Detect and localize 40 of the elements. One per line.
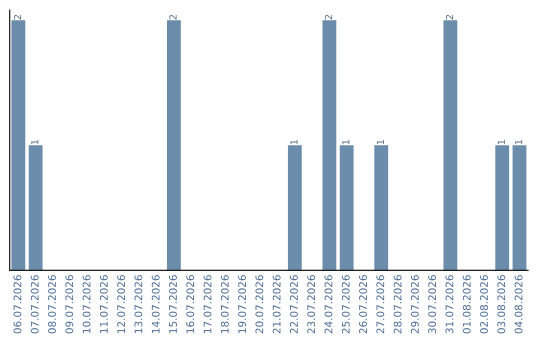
data-label: 1 <box>498 140 505 144</box>
data-label: 1 <box>290 140 298 144</box>
data-label: 1 <box>31 140 38 144</box>
x-tick-label: 14.07.2026 <box>152 275 160 333</box>
data-label: 1 <box>515 140 522 144</box>
x-tick-label: 04.08.2026 <box>514 275 522 334</box>
data-label: 1 <box>342 140 350 144</box>
data-label: 2 <box>324 14 332 20</box>
x-tick-label: 17.07.2026 <box>204 275 212 333</box>
data-label: 2 <box>446 14 454 20</box>
x-tick-label: 09.07.2026 <box>65 275 74 334</box>
x-tick-label: 06.07.2026 <box>14 275 22 334</box>
x-tick-label: 23.07.2026 <box>307 275 316 334</box>
x-tick-label: 03.08.2026 <box>497 275 506 334</box>
x-tick-label: 02.08.2026 <box>480 275 488 334</box>
x-tick-label: 11.07.2026 <box>100 275 108 333</box>
data-label: 2 <box>14 14 22 20</box>
x-tick-label: 19.07.2026 <box>238 275 246 333</box>
x-tick-label: 29.07.2026 <box>410 275 419 334</box>
x-tick-label: 28.07.2026 <box>394 275 402 334</box>
data-label: 2 <box>169 14 177 20</box>
x-tick-label: 20.07.2026 <box>255 275 264 334</box>
data-label: 1 <box>376 140 384 144</box>
x-tick-label: 15.07.2026 <box>169 275 177 333</box>
x-tick-label: 30.07.2026 <box>428 275 436 334</box>
x-tick-label: 24.07.2026 <box>324 275 332 334</box>
x-tick-label: 16.07.2026 <box>186 275 194 333</box>
x-tick-label: 12.07.2026 <box>117 275 126 333</box>
x-tick-label: 22.07.2026 <box>290 275 298 334</box>
x-tick-label: 07.07.2026 <box>30 275 39 334</box>
x-tick-label: 26.07.2026 <box>359 275 367 334</box>
x-tick-label: 10.07.2026 <box>82 275 90 333</box>
x-tick-label: 25.07.2026 <box>342 275 350 334</box>
x-tick-label: 27.07.2026 <box>376 275 384 334</box>
x-tick-label: 01.08.2026 <box>462 275 471 334</box>
x-tick-label: 31.07.2026 <box>446 275 454 334</box>
x-tick-label: 18.07.2026 <box>220 275 229 333</box>
x-tick-label: 13.07.2026 <box>134 275 142 333</box>
x-tick-label: 21.07.2026 <box>272 275 281 334</box>
x-tick-label: 08.07.2026 <box>48 275 56 334</box>
